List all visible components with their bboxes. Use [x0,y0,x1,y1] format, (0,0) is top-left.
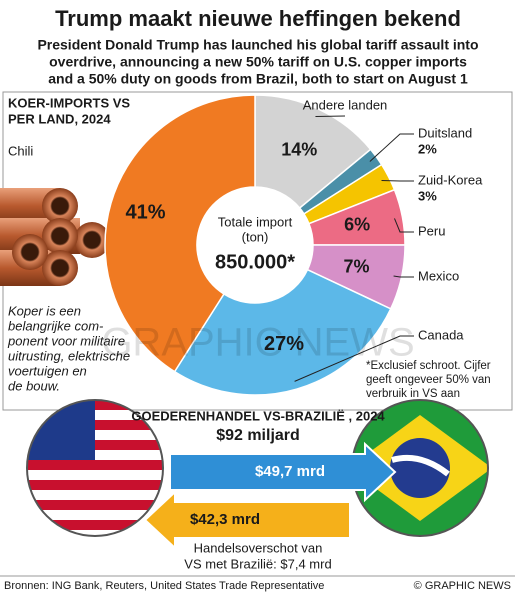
category-label: Andere landen [303,97,388,112]
leader-line [393,275,414,278]
category-label: Duitsland [418,125,472,140]
value-label: 7% [343,256,369,276]
category-label: Chili [8,143,33,158]
value-label: 6% [344,214,370,234]
subtitle-line: President Donald Trump has launched his … [37,37,478,53]
surplus-line: Handelsoverschot van [194,540,323,555]
us-flag [27,400,163,536]
trade-title: GOEDERENHANDEL VS-BRAZILIË , 2024 [131,408,385,423]
center-value: 850.000* [215,251,295,273]
value-label: 41% [126,201,166,223]
footnote: *Exclusief schroot. Cijfer geeft ongeveer… [366,360,491,400]
footnote-line: geeft ongeveer 50% van [366,374,491,386]
us-flag-rim [26,399,164,537]
brazil-flag [352,400,488,536]
category-label: Zuid-Korea [418,172,483,187]
value-label: 3% [418,188,437,203]
watermark: GRAPHIC NEWS [101,321,414,365]
note-line: ponent voor militaire [7,333,125,348]
value-label: 2% [418,141,437,156]
note-line: voertuigen en [8,363,87,378]
import-label: $42,3 mrd [190,511,260,528]
category-label: Mexico [418,268,459,283]
subtitle: President Donald Trump has launched his … [37,37,478,87]
center-label: Totale import [218,214,293,229]
title: Trump maakt nieuwe heffingen bekend [55,6,461,31]
leader-line [394,218,414,233]
footnote-line: verbruik in VS aan [366,388,460,400]
subtitle-line: and a 50% duty on goods from Brazil, bot… [48,71,468,87]
chart-title-line: PER LAND, 2024 [8,111,111,126]
export-arrow [169,441,397,503]
credit: © GRAPHIC NEWS [414,580,511,592]
subtitle-line: overdrive, announcing a new 50% tariff o… [49,54,467,70]
note-line: de bouw. [8,378,60,393]
category-label: Peru [418,223,445,238]
value-label: 14% [281,140,317,160]
import-arrow [143,489,351,551]
sources: Bronnen: ING Bank, Reuters, United State… [4,580,324,592]
footnote-line: *Exclusief schroot. Cijfer [366,360,491,372]
note-line: Koper is een [8,303,81,318]
slice [104,94,256,373]
trade-total: $92 miljard [216,427,300,444]
value-label: 27% [264,333,304,355]
surplus-line: VS met Brazilië: $7,4 mrd [184,556,331,571]
category-label: Canada [418,327,464,342]
export-label: $49,7 mrd [255,463,325,480]
leader-line [369,133,414,162]
leader-line [315,115,346,118]
leader-line [294,335,414,382]
note-line: belangrijke com- [8,318,104,333]
center-label: (ton) [242,229,269,244]
copper-pipes [0,188,110,286]
note-line: uitrusting, elektrische [8,348,130,363]
chart-title-line: KOER-IMPORTS VS [8,95,130,110]
